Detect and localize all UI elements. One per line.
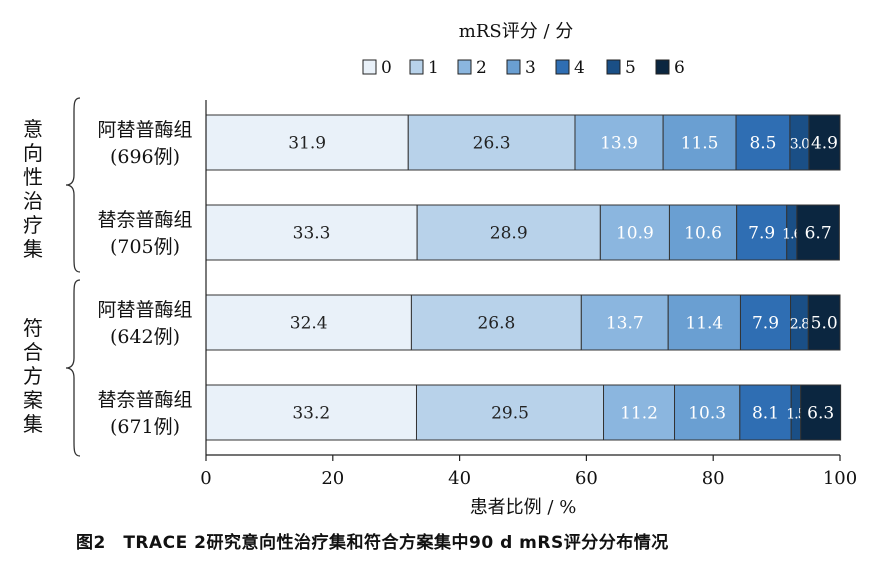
- y-tick-label-name: 替奈普酶组: [97, 209, 192, 231]
- bar-segment: [667, 294, 741, 351]
- x-tick-label: 40: [448, 468, 471, 489]
- data-label: 13.7: [606, 314, 644, 334]
- bar-segment: [407, 114, 576, 171]
- bar-segment: [808, 114, 841, 171]
- data-label: 11.4: [685, 314, 723, 334]
- data-label: 7.9: [752, 314, 779, 334]
- bar-segment: [739, 384, 792, 441]
- group-label-char: 方: [23, 364, 43, 388]
- bar-segment: [796, 204, 840, 261]
- group-label-char: 案: [23, 388, 43, 412]
- bar-segment: [205, 114, 409, 171]
- data-label: 29.5: [491, 404, 529, 424]
- x-tick-label: 100: [823, 468, 857, 489]
- group-label-char: 向: [23, 141, 43, 165]
- legend-label-3: 3: [525, 58, 536, 78]
- bar-segment: [674, 384, 741, 441]
- y-tick-label-n: (696例): [110, 146, 180, 168]
- legend-label-2: 2: [476, 58, 487, 78]
- y-tick-label-n: (705例): [110, 236, 180, 258]
- bar-segment: [662, 114, 737, 171]
- bar-segment: [580, 294, 669, 351]
- legend-label-5: 5: [625, 58, 636, 78]
- bar-segment: [415, 384, 605, 441]
- group-brace: [65, 97, 81, 273]
- legend-swatch-1: [409, 59, 424, 75]
- group-label-char: 集: [23, 237, 43, 261]
- bar-segment: [807, 294, 841, 351]
- data-label: 8.1: [752, 404, 779, 424]
- data-label: 13.9: [600, 134, 638, 154]
- bar-segment: [205, 384, 417, 441]
- group-label-char: 合: [23, 340, 43, 364]
- x-tick-label: 20: [321, 468, 344, 489]
- x-axis-label: 患者比例 / %: [470, 497, 577, 518]
- legend-label-0: 0: [381, 58, 392, 78]
- legend-label-1: 1: [428, 58, 439, 78]
- data-label: 3.0: [790, 137, 809, 153]
- data-label: 33.3: [293, 224, 331, 244]
- legend-label-6: 6: [674, 58, 685, 78]
- data-label: 31.9: [288, 134, 326, 154]
- y-tick-label-name: 阿替普酶组: [97, 119, 192, 141]
- data-label: 26.8: [477, 314, 515, 334]
- x-tick-label: 60: [575, 468, 598, 489]
- data-label: 2.8: [790, 317, 809, 333]
- data-label: 28.9: [490, 224, 528, 244]
- data-label: 8.5: [749, 134, 776, 154]
- data-label: 26.3: [473, 134, 511, 154]
- data-label: 10.6: [684, 224, 722, 244]
- legend-swatch-2: [457, 59, 472, 75]
- bar-segment: [736, 204, 788, 261]
- legend-title: mRS评分 / 分: [459, 21, 573, 42]
- legend-label-4: 4: [574, 58, 585, 78]
- group-brace: [65, 279, 81, 457]
- data-label: 11.2: [620, 404, 658, 424]
- data-label: 6.3: [807, 404, 834, 424]
- figure-caption: 图2 TRACE 2研究意向性治疗集和符合方案集中90 d mRS评分分布情况: [76, 533, 669, 553]
- data-label: 4.9: [811, 134, 838, 154]
- x-tick-label: 80: [702, 468, 725, 489]
- data-label: 6.7: [805, 224, 832, 244]
- data-label: 10.3: [688, 404, 726, 424]
- legend-swatch-0: [362, 59, 377, 75]
- bar-segment: [205, 294, 412, 351]
- data-label: 32.4: [290, 314, 328, 334]
- y-tick-label-name: 阿替普酶组: [97, 299, 192, 321]
- y-tick-label-n: (671例): [110, 416, 180, 438]
- group-label-char: 意: [23, 117, 43, 141]
- group-label-char: 集: [23, 412, 43, 436]
- group-label-char: 性: [23, 165, 43, 189]
- y-tick-label-n: (642例): [110, 326, 180, 348]
- legend-swatch-5: [606, 59, 621, 75]
- bar-segment: [735, 114, 791, 171]
- data-label: 10.9: [616, 224, 654, 244]
- legend-swatch-6: [655, 59, 670, 75]
- bar-segment: [599, 204, 670, 261]
- legend-swatch-4: [555, 59, 570, 75]
- bar-segment: [410, 294, 582, 351]
- data-label: 11.5: [681, 134, 719, 154]
- data-label: 5.0: [811, 314, 838, 334]
- data-label: 33.2: [292, 404, 330, 424]
- group-label-char: 治: [23, 189, 43, 213]
- stacked-bar-chart: mRS评分 / 分 0 1 2 3 4 5 6 31.9 26.3 13.9 11.5 8.5 3.0 4.…: [23, 21, 857, 518]
- group-label-char: 疗: [23, 213, 43, 237]
- group-label-char: 符: [23, 316, 43, 340]
- bar-segment: [739, 294, 792, 351]
- x-tick-label: 0: [200, 468, 211, 489]
- data-label: 7.9: [748, 224, 775, 244]
- bar-segment: [603, 384, 676, 441]
- bar-segment: [205, 204, 418, 261]
- y-tick-label-name: 替奈普酶组: [97, 389, 192, 411]
- legend-swatch-3: [506, 59, 521, 75]
- bar-segment: [668, 204, 738, 261]
- bar-segment: [416, 204, 601, 261]
- bar-segment: [574, 114, 664, 171]
- bar-segment: [800, 384, 842, 441]
